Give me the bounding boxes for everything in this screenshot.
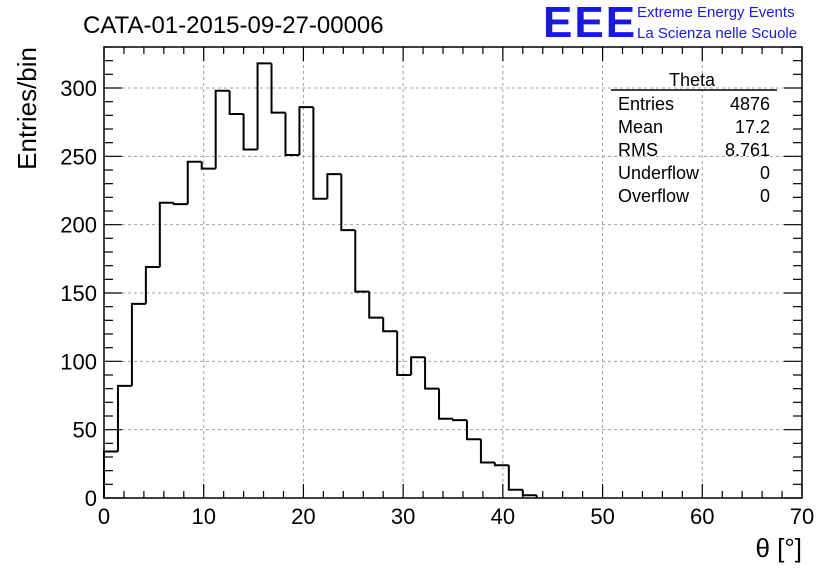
- y-tick-label: 150: [60, 281, 97, 306]
- histogram-bin: [144, 266, 160, 304]
- histogram-bin: [340, 174, 356, 232]
- tick-labels: 0 10 20 30 40 50 60 70 0 50 100 150 200 250 300: [60, 76, 814, 529]
- histogram-bin: [382, 317, 398, 333]
- histogram-bin: [479, 439, 495, 464]
- stats-box: Theta Entries 4876 Mean 17.2 RMS 8.761 Underflo…: [611, 70, 777, 206]
- histogram-bin: [256, 62, 272, 150]
- x-tick-label: 20: [291, 504, 315, 529]
- x-axis-label: θ [°]: [755, 533, 802, 563]
- histogram-bin: [396, 331, 412, 376]
- stats-title: Theta: [669, 70, 716, 90]
- stats-row-value: 8.761: [725, 140, 770, 160]
- x-tick-label: 30: [391, 504, 415, 529]
- histogram-bin: [298, 106, 314, 155]
- histogram-bin: [186, 160, 202, 205]
- histogram-bin: [242, 113, 258, 151]
- stats-row-label: RMS: [618, 140, 658, 160]
- stats-row-value: 4876: [730, 94, 770, 114]
- x-tick-label: 0: [98, 504, 110, 529]
- stats-row-value: 0: [760, 186, 770, 206]
- histogram-bin: [228, 90, 244, 115]
- histogram-bin: [493, 462, 509, 467]
- y-axis-label: Entries/bin: [12, 47, 42, 170]
- stats-row-value: 17.2: [735, 117, 770, 137]
- eee-logo-line2: La Scienza nelle Scuole: [637, 25, 798, 42]
- stats-row-label: Mean: [618, 117, 663, 137]
- y-tick-label: 250: [60, 144, 97, 169]
- eee-logo-mark: EEE: [543, 0, 638, 47]
- histogram-bin: [116, 384, 132, 452]
- histogram-bin: [521, 489, 537, 497]
- histogram-bin: [438, 388, 453, 420]
- plot-frame: [103, 46, 803, 499]
- histogram-bin: [130, 302, 146, 386]
- histogram-bin: [354, 230, 370, 293]
- histogram-bin: [424, 357, 440, 390]
- histogram-bin: [158, 201, 174, 268]
- histogram-bin: [312, 107, 328, 200]
- plot-title: CATA-01-2015-09-27-00006: [83, 12, 384, 39]
- stats-row-label: Overflow: [618, 186, 690, 206]
- grid-lines: [104, 47, 802, 498]
- x-tick-label: 60: [690, 504, 714, 529]
- histogram-bin: [200, 161, 216, 170]
- histogram-bin: [452, 418, 467, 422]
- histogram-bin: [465, 420, 481, 441]
- y-tick-label: 100: [60, 349, 97, 374]
- stats-row-label: Underflow: [618, 163, 700, 183]
- x-tick-label: 40: [491, 504, 515, 529]
- histogram-bin: [284, 112, 300, 156]
- histogram-bin: [270, 63, 286, 114]
- x-tick-label: 10: [191, 504, 215, 529]
- histogram-bin: [410, 356, 426, 375]
- stats-row-value: 0: [760, 163, 770, 183]
- histogram-bin: [103, 450, 118, 498]
- histogram-bin: [368, 291, 384, 319]
- histogram-bin: [507, 465, 523, 491]
- y-tick-label: 0: [85, 486, 97, 511]
- eee-logo-line1: Extreme Energy Events: [637, 4, 795, 21]
- axis-ticks: [103, 46, 803, 499]
- histogram-bin: [214, 89, 230, 169]
- x-tick-label: 50: [590, 504, 614, 529]
- stats-row-label: Entries: [618, 94, 674, 114]
- y-tick-label: 200: [60, 213, 97, 238]
- histogram-bin: [172, 202, 188, 206]
- y-tick-label: 50: [73, 418, 97, 443]
- histogram-bin: [326, 173, 342, 199]
- x-tick-label: 70: [790, 504, 814, 529]
- histogram-series: [103, 62, 538, 498]
- y-tick-label: 300: [60, 76, 97, 101]
